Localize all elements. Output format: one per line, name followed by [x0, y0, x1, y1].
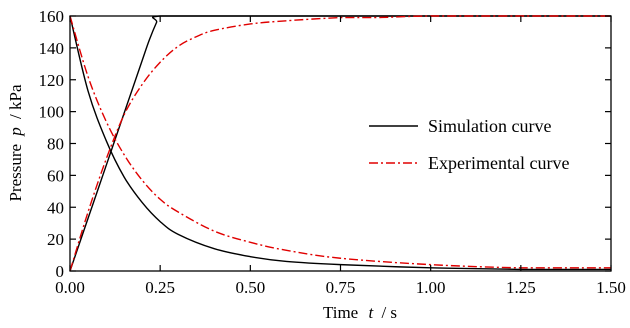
x-axis-title-label: Time — [323, 303, 358, 322]
legend-label-experimental: Experimental curve — [428, 153, 569, 173]
x-tick-label: 1.25 — [506, 278, 536, 297]
y-axis-title: Pressure p / kPa — [6, 84, 25, 202]
series-layer — [69, 15, 611, 272]
y-tick-label: 20 — [47, 230, 64, 249]
x-axis-title-symbol: t — [368, 303, 374, 322]
y-tick-label: 100 — [39, 103, 65, 122]
y-tick-label: 120 — [39, 71, 65, 90]
x-tick-label: 0.00 — [55, 278, 85, 297]
y-tick-label: 0 — [56, 262, 65, 281]
y-tick-label: 60 — [47, 166, 64, 185]
y-axis-title-symbol: p — [6, 127, 25, 137]
y-tick-label: 40 — [47, 198, 64, 217]
x-tick-label: 0.75 — [326, 278, 356, 297]
experimental-curve-3 — [69, 15, 611, 269]
y-tick-label: 160 — [39, 7, 65, 26]
legend: Simulation curve Experimental curve — [369, 116, 569, 173]
x-tick-label: 1.00 — [416, 278, 446, 297]
x-axis-title: Time t / s — [323, 303, 397, 322]
legend-label-simulation: Simulation curve — [428, 116, 551, 136]
simulation-curve-0 — [69, 15, 611, 272]
y-axis-title-unit: / kPa — [6, 84, 25, 119]
y-tick-label: 80 — [47, 135, 64, 154]
experimental-curve-2 — [69, 15, 611, 272]
plot-area: 0.00 0.25 0.50 0.75 1.00 1.25 1.50 0 20 40 60 80 100… — [39, 7, 626, 297]
x-tick-label: 0.50 — [235, 278, 265, 297]
x-tick-label: 1.50 — [596, 278, 626, 297]
y-tick-label: 140 — [39, 39, 65, 58]
simulation-curve-1 — [69, 15, 611, 271]
x-tick-label: 0.25 — [145, 278, 175, 297]
x-axis-title-unit: / s — [381, 303, 397, 322]
tick-layer: 0.00 0.25 0.50 0.75 1.00 1.25 1.50 0 20 40 60 80 100… — [39, 7, 626, 297]
plot-frame — [69, 15, 612, 272]
y-axis-title-label: Pressure — [6, 144, 25, 202]
